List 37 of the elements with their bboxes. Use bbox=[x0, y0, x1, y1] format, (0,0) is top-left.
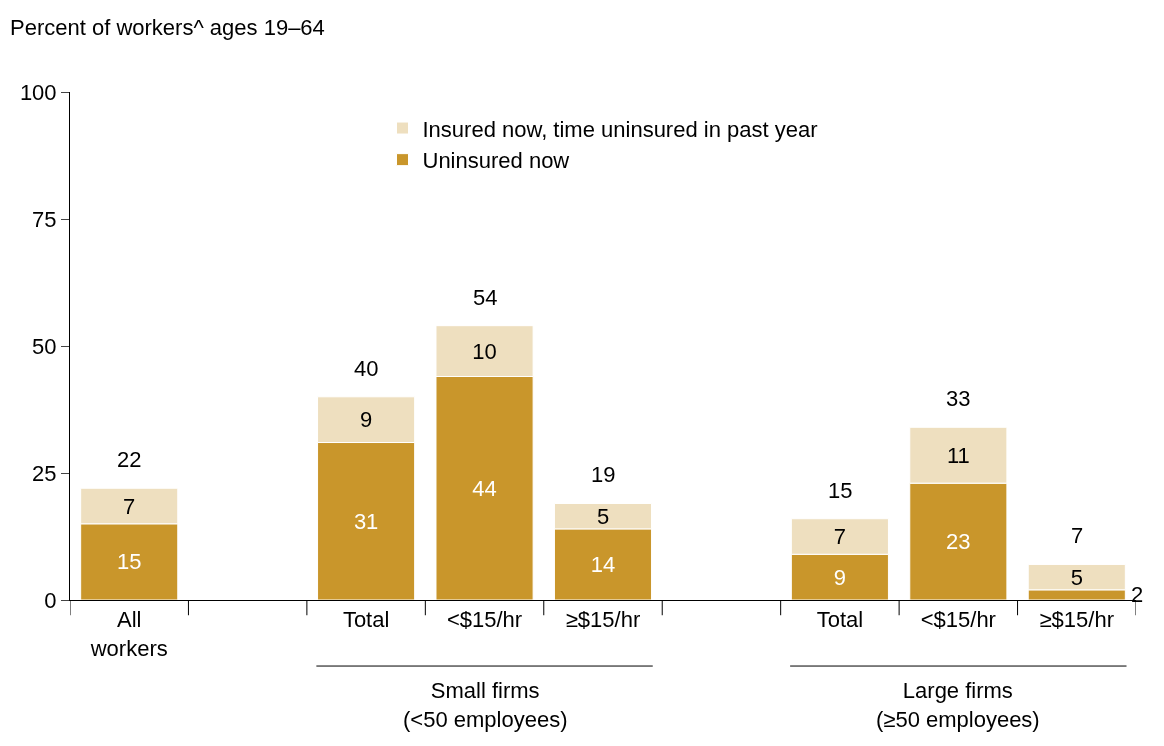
data-label: 5 bbox=[1070, 564, 1083, 590]
data-label: 11 bbox=[946, 442, 970, 468]
y-tick-label: 75 bbox=[32, 206, 57, 232]
total-label: 19 bbox=[591, 462, 616, 487]
data-label: 14 bbox=[590, 551, 616, 577]
data-label: 10 bbox=[472, 338, 497, 364]
y-tick-label: 50 bbox=[32, 333, 57, 359]
total-label: 33 bbox=[946, 386, 971, 411]
data-label: 9 bbox=[359, 407, 373, 433]
total-label: 15 bbox=[828, 478, 853, 503]
legend-label: Uninsured now bbox=[422, 148, 570, 174]
data-label: 31 bbox=[353, 508, 379, 534]
data-label: 9 bbox=[833, 564, 847, 590]
y-tick-label: 0 bbox=[44, 587, 57, 613]
y-tick-label: 100 bbox=[19, 79, 57, 105]
x-tick-label: <$15/hr bbox=[446, 607, 523, 633]
text: Small firms (<50 employees) bbox=[403, 678, 568, 732]
x-tick-label: ≥$15/hr bbox=[565, 607, 641, 633]
x-tick-label: <$15/hr bbox=[920, 607, 996, 633]
data-label: 44 bbox=[472, 475, 497, 501]
y-tick-label: 25 bbox=[32, 460, 57, 486]
y-axis-title: Percent of workers^ ages 19–64 bbox=[10, 15, 325, 40]
x-tick-label: Total bbox=[816, 607, 864, 633]
data-label: 7 bbox=[833, 524, 847, 549]
data-label: 7 bbox=[123, 493, 136, 519]
total-label: 40 bbox=[354, 356, 379, 381]
total-label: 22 bbox=[117, 447, 142, 472]
legend-label: Insured now, time uninsured in past year bbox=[422, 116, 818, 142]
data-label: 23 bbox=[946, 529, 971, 555]
text: Large firms (≥50 employees) bbox=[876, 678, 1040, 732]
x-tick-label: ≥$15/hr bbox=[1039, 607, 1115, 633]
data-label: 15 bbox=[116, 549, 142, 575]
x-tick-label: All workers bbox=[89, 607, 168, 661]
total-label: 7 bbox=[1071, 523, 1084, 548]
total-label: 54 bbox=[473, 285, 498, 310]
x-tick-label: Total bbox=[342, 607, 390, 633]
data-label: 5 bbox=[596, 503, 610, 529]
